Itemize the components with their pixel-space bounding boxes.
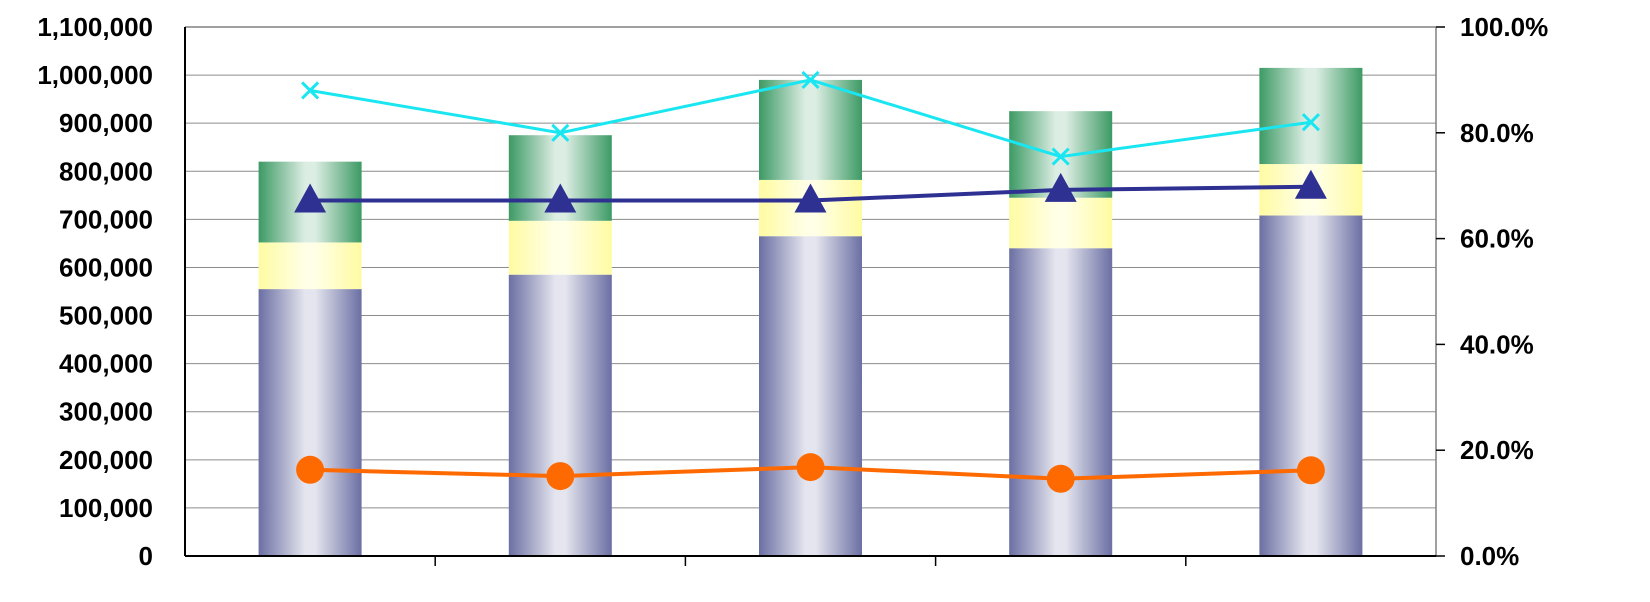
bar-segment [258,242,362,290]
right-axis-tick-label: 0.0% [1460,541,1519,571]
x-marker [1301,113,1320,132]
x-marker [551,123,570,142]
right-axis-tick-label: 60.0% [1460,224,1534,254]
x-marker [801,70,820,89]
lines [294,70,1327,493]
left-axis-tick-label: 900,000 [59,108,153,138]
left-axis-tick-label: 400,000 [59,349,153,379]
left-axis-tick-label: 600,000 [59,252,153,282]
bar-segment [508,274,612,556]
bars [258,67,1363,557]
left-axis-tick-label: 1,000,000 [37,60,153,90]
right-axis-tick-label: 100.0% [1460,12,1548,42]
bar-segment [508,220,612,275]
triangle-marker [1294,169,1327,199]
triangle-marker [794,183,827,213]
bar-segment [1259,215,1363,556]
circle-marker [546,462,575,491]
triangle-marker [294,183,327,213]
x-marker-stroke [1051,147,1070,166]
left-axis-tick-label: 300,000 [59,397,153,427]
x-marker-stroke [551,123,570,142]
bar-segment [759,236,862,557]
bar-segment [759,79,862,180]
tick-labels: 0 100,000 200,000 300,000 400,000 500,000 600,… [37,12,1548,571]
left-axis-tick-label: 0 [139,541,153,571]
bar-segment [258,289,362,556]
bar-segment [1259,67,1363,165]
triangle-marker [1044,172,1077,202]
left-axis-tick-label: 500,000 [59,301,153,331]
x-marker [1051,147,1070,166]
circle-marker [296,455,325,484]
circle-marker [796,453,825,482]
circle-marker [1046,464,1075,493]
bar-segment [1009,197,1113,249]
triangle-marker [544,183,577,213]
right-axis-tick-label: 20.0% [1460,435,1534,465]
axes [184,26,1445,566]
left-axis-tick-label: 200,000 [59,445,153,475]
x-marker-stroke [301,81,320,100]
circle-marker [1296,456,1325,485]
bar-segment [1009,248,1113,556]
right-axis-tick-label: 80.0% [1460,118,1534,148]
left-axis-tick-label: 700,000 [59,204,153,234]
left-axis-tick-label: 800,000 [59,156,153,186]
left-axis-tick-label: 100,000 [59,493,153,523]
x-marker-stroke [1301,113,1320,132]
right-axis-tick-label: 40.0% [1460,329,1534,359]
x-marker [301,81,320,100]
left-axis-tick-label: 1,100,000 [37,12,153,42]
x-marker-stroke [801,70,820,89]
